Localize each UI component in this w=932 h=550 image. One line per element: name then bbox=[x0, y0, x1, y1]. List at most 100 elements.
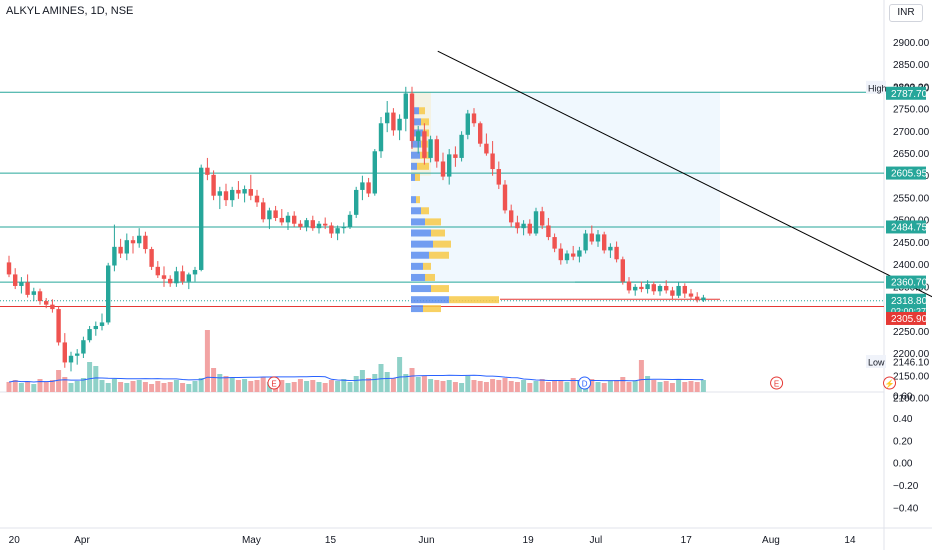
candle-body bbox=[211, 174, 216, 196]
volume-profile-bar-blue bbox=[411, 140, 421, 148]
volume-profile-bar-yellow bbox=[431, 285, 449, 293]
candle-body bbox=[633, 286, 638, 291]
volume-bar bbox=[403, 374, 409, 392]
candle-body bbox=[6, 262, 12, 275]
candle-body bbox=[385, 112, 390, 124]
candle-body bbox=[292, 215, 297, 224]
y-tick-label: 2450.00 bbox=[893, 238, 930, 249]
candle-body bbox=[682, 285, 687, 294]
volume-profile-bar-yellow bbox=[431, 229, 445, 237]
candle-body bbox=[316, 223, 322, 229]
x-tick-label: 14 bbox=[844, 535, 856, 546]
candle-body bbox=[478, 123, 483, 144]
candle-body bbox=[626, 281, 632, 291]
volume-bar bbox=[180, 383, 186, 392]
volume-bar bbox=[353, 376, 359, 392]
volume-bar bbox=[304, 381, 310, 392]
volume-profile-bar-blue bbox=[411, 207, 421, 215]
volume-bar bbox=[459, 383, 465, 392]
currency-selector[interactable]: INR bbox=[889, 4, 923, 22]
volume-bar bbox=[514, 382, 520, 392]
volume-bar bbox=[638, 360, 644, 392]
candle-body bbox=[217, 191, 222, 196]
volume-bar bbox=[378, 364, 384, 392]
volume-bar bbox=[161, 383, 167, 392]
candle-body bbox=[440, 161, 446, 177]
volume-bar bbox=[56, 370, 62, 392]
volume-bar bbox=[173, 380, 179, 392]
volume-bar bbox=[328, 380, 334, 392]
candle-body bbox=[273, 210, 278, 218]
candle-body bbox=[490, 153, 495, 170]
volume-bar bbox=[198, 378, 204, 392]
volume-bar bbox=[669, 383, 675, 392]
candle-body bbox=[657, 285, 663, 292]
candle-body bbox=[205, 167, 210, 175]
candle-body bbox=[496, 169, 501, 185]
candle-body bbox=[335, 228, 340, 234]
event-marker-dividend bbox=[578, 376, 592, 390]
volume-bar bbox=[49, 380, 55, 392]
y-tick-label: 2100.00 bbox=[893, 394, 930, 405]
candle-body bbox=[37, 291, 43, 302]
candle-body bbox=[192, 269, 198, 275]
volume-bar bbox=[248, 381, 254, 392]
volume-bar bbox=[279, 380, 285, 392]
volume-bar bbox=[68, 383, 74, 392]
candle-body bbox=[583, 233, 588, 251]
volume-profile-bar-blue bbox=[411, 262, 423, 270]
volume-bar bbox=[217, 374, 223, 392]
candle-body bbox=[25, 282, 30, 295]
volume-bar bbox=[359, 370, 365, 392]
level-1-badge: 2787.70 bbox=[891, 89, 928, 100]
volume-profile-bar-yellow bbox=[433, 240, 451, 248]
candle-body bbox=[62, 342, 67, 363]
candle-body bbox=[298, 223, 303, 227]
volume-bar bbox=[124, 383, 130, 392]
volume-bar bbox=[409, 368, 415, 392]
volume-bar bbox=[539, 379, 545, 392]
volume-bar bbox=[614, 380, 620, 392]
volume-bar bbox=[260, 377, 266, 392]
y-tick-label: 2250.00 bbox=[893, 327, 930, 338]
last-price-badge: 2318.80 bbox=[891, 296, 928, 307]
candle-body bbox=[81, 340, 86, 354]
volume-bar bbox=[521, 380, 527, 392]
candle-body bbox=[552, 237, 557, 249]
candle-body bbox=[540, 211, 545, 226]
candle-body bbox=[186, 274, 191, 282]
candle-body bbox=[323, 223, 328, 226]
volume-bar bbox=[564, 382, 570, 392]
range-box bbox=[411, 92, 720, 283]
candle-body bbox=[639, 286, 644, 290]
candle-body bbox=[651, 284, 656, 292]
level-2-badge-bg bbox=[886, 166, 926, 180]
event-marker-label: E bbox=[774, 380, 779, 389]
volume-profile-bar-yellow bbox=[425, 218, 441, 226]
candle-body bbox=[695, 296, 700, 301]
candle-body bbox=[261, 202, 266, 220]
osc-y-tick-label: −0.40 bbox=[893, 504, 919, 515]
candle-body bbox=[347, 214, 353, 227]
candle-body bbox=[533, 211, 539, 234]
candle-body bbox=[434, 139, 439, 162]
candle-body bbox=[354, 189, 359, 215]
candle-body bbox=[521, 223, 526, 229]
level-3-badge: 2484.75 bbox=[891, 222, 928, 233]
volume-profile-bar-blue bbox=[411, 240, 433, 248]
volume-profile-bar-yellow bbox=[429, 251, 449, 259]
candle-body bbox=[19, 282, 24, 286]
volume-bar bbox=[397, 357, 403, 392]
volume-bar bbox=[347, 382, 353, 392]
volume-bar bbox=[105, 383, 111, 392]
volume-profile-bar-blue bbox=[411, 305, 423, 313]
level-2-badge: 2605.95 bbox=[891, 169, 928, 180]
candle-body bbox=[118, 246, 123, 254]
volume-profile-bar-yellow bbox=[417, 162, 429, 170]
volume-profile-bar-yellow bbox=[449, 296, 499, 304]
candle-body bbox=[149, 249, 154, 267]
candle-body bbox=[509, 210, 514, 223]
volume-bar bbox=[471, 380, 477, 392]
candle-body bbox=[676, 285, 681, 296]
